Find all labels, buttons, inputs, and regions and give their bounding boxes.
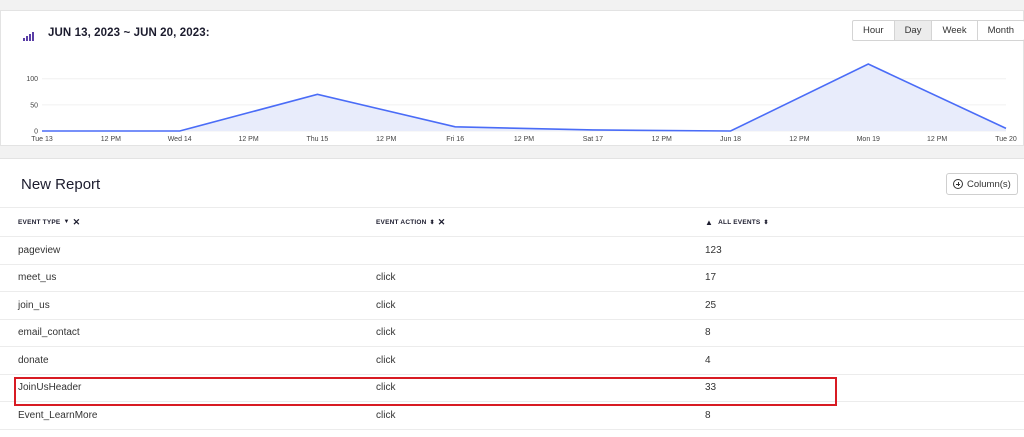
sort-icon[interactable]: ⬍: [763, 219, 769, 226]
x-tick-label: 12 PM: [376, 136, 396, 143]
event-type-cell: Event_LearnMore: [18, 409, 98, 421]
table-row[interactable]: pageview 123: [0, 237, 1024, 265]
chart-series-line: [42, 63, 1007, 132]
event-type-header[interactable]: EVENT TYPE ▼ ✕: [18, 208, 80, 236]
columns-button-label: Column(s): [967, 178, 1011, 190]
x-tick-label: Mon 19: [857, 136, 880, 143]
event-action-cell: click: [376, 382, 396, 394]
all-events-header[interactable]: ▲ ALL EVENTS ⬍: [705, 208, 769, 236]
x-tick-label: Jun 18: [720, 136, 741, 143]
event-type-cell: pageview: [18, 244, 61, 256]
x-tick-label: Tue 13: [31, 136, 53, 143]
granularity-toggle: Hour Day Week Month: [851, 20, 1024, 41]
chart-area-fill: [42, 64, 1006, 131]
x-tick-label: 12 PM: [652, 136, 672, 143]
all-events-cell: 123: [705, 244, 722, 256]
chart-card: JUN 13, 2023 ~ JUN 20, 2023: Hour Day We…: [0, 10, 1024, 146]
report-title: New Report: [21, 176, 101, 193]
x-tick-label: Thu 15: [307, 136, 329, 143]
all-events-cell: 17: [705, 272, 717, 284]
event-action-header[interactable]: EVENT ACTION ⬍ ✕: [376, 208, 446, 236]
sort-desc-icon[interactable]: ▼: [63, 219, 70, 225]
table-row[interactable]: Event_LearnMore click 8: [0, 402, 1024, 430]
report-table: EVENT TYPE ▼ ✕ EVENT ACTION ⬍ ✕ ▲ ALL EV…: [0, 207, 1024, 430]
event-type-cell: email_contact: [18, 327, 80, 339]
event-type-cell: meet_us: [18, 272, 57, 284]
y-tick-label: 100: [26, 76, 38, 83]
add-circle-icon: [953, 179, 963, 189]
granularity-hour-button[interactable]: Hour: [853, 21, 895, 40]
table-row[interactable]: join_us click 25: [0, 292, 1024, 320]
table-header-row: EVENT TYPE ▼ ✕ EVENT ACTION ⬍ ✕ ▲ ALL EV…: [0, 207, 1024, 237]
all-events-cell: 33: [705, 382, 717, 394]
all-events-cell: 8: [705, 327, 711, 339]
x-tick-label: 12 PM: [789, 136, 809, 143]
remove-column-icon[interactable]: ✕: [72, 216, 81, 227]
remove-column-icon[interactable]: ✕: [437, 216, 446, 227]
y-tick-label: 50: [30, 102, 38, 109]
event-type-cell: join_us: [18, 299, 50, 311]
event-type-cell: donate: [18, 354, 49, 366]
table-row[interactable]: donate click 4: [0, 347, 1024, 375]
sort-icon[interactable]: ⬍: [429, 219, 435, 226]
event-action-cell: click: [376, 409, 396, 421]
x-tick-label: Wed 14: [168, 136, 192, 143]
all-events-cell: 8: [705, 409, 711, 421]
event-action-header-label: EVENT ACTION: [376, 218, 427, 226]
granularity-week-button[interactable]: Week: [932, 21, 978, 40]
x-tick-label: 12 PM: [927, 136, 947, 143]
event-action-cell: click: [376, 354, 396, 366]
event-type-cell: JoinUsHeader: [18, 382, 82, 394]
table-row[interactable]: email_contact click 8: [0, 320, 1024, 347]
all-events-header-label: ALL EVENTS: [718, 218, 761, 226]
x-tick-label: 12 PM: [238, 136, 258, 143]
table-row[interactable]: meet_us click 17: [0, 265, 1024, 292]
all-events-cell: 4: [705, 354, 711, 366]
table-row[interactable]: JoinUsHeader click 33: [0, 375, 1024, 402]
granularity-month-button[interactable]: Month: [987, 25, 1014, 36]
event-action-cell: click: [376, 327, 396, 339]
date-range-picker[interactable]: JUN 13, 2023 ~ JUN 20, 2023:: [23, 25, 210, 41]
date-range-label: JUN 13, 2023 ~ JUN 20, 2023:: [48, 27, 210, 39]
x-tick-label: 12 PM: [101, 136, 121, 143]
x-tick-label: Sat 17: [583, 136, 603, 143]
x-tick-label: Tue 20: [995, 136, 1017, 143]
x-tick-label: Fri 16: [446, 136, 464, 143]
all-events-cell: 25: [705, 299, 717, 311]
event-action-cell: click: [376, 272, 396, 284]
x-tick-label: 12 PM: [514, 136, 534, 143]
signal-icon: [23, 31, 34, 41]
flask-icon: ▲: [705, 217, 714, 227]
columns-button[interactable]: Column(s): [946, 173, 1018, 195]
granularity-day-button[interactable]: Day: [894, 21, 933, 40]
events-area-chart: 0 50 100 Tue 13 12 PM Wed 14 12 PM Thu 15 12 PM…: [26, 63, 1017, 143]
event-action-cell: click: [376, 299, 396, 311]
report-card: New Report Column(s) EVENT TYPE ▼ ✕ EVEN…: [0, 158, 1024, 437]
y-tick-label: 0: [34, 129, 38, 136]
event-type-header-label: EVENT TYPE: [18, 218, 61, 226]
